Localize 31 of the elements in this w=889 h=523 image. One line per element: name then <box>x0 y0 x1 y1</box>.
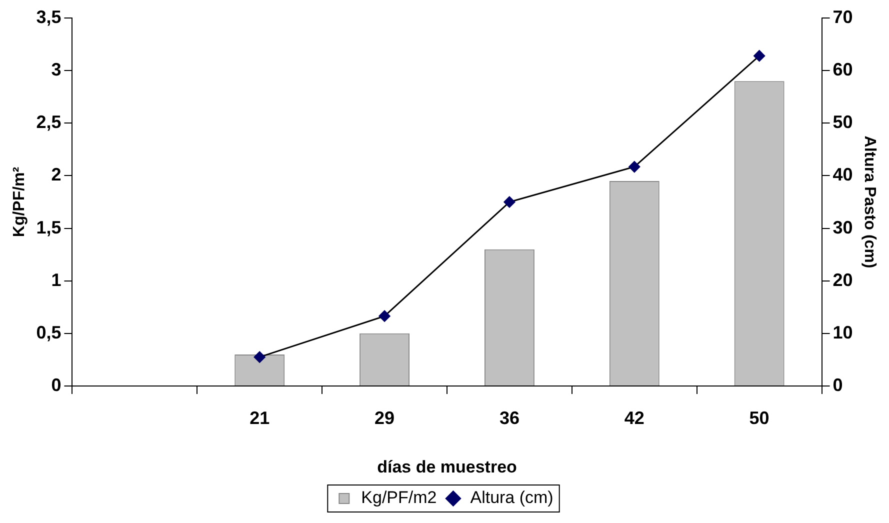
point <box>754 50 766 62</box>
x-tick-label: 42 <box>624 408 644 428</box>
y2-tick-label: 60 <box>832 60 853 80</box>
y-tick-label: 3 <box>51 60 62 80</box>
y-tick-label: 1 <box>51 270 62 290</box>
x-tick-label: 50 <box>749 408 770 428</box>
point <box>254 351 266 363</box>
y2-tick-label: 40 <box>832 164 853 185</box>
point <box>628 161 640 173</box>
y-tick-label: 2 <box>51 164 62 185</box>
y2-tick-label: 30 <box>832 217 853 238</box>
y2-tick-label: 10 <box>832 322 853 342</box>
y-tick-label: 0 <box>51 374 62 395</box>
x-axis-title: días de muestreo <box>377 457 517 476</box>
y-axis-title: Kg/PF/m² <box>11 166 28 238</box>
y2-tick-label: 70 <box>832 6 853 27</box>
y2-tick-label: 50 <box>832 112 853 132</box>
y2-tick-label: 20 <box>832 270 853 290</box>
point <box>504 196 516 208</box>
y-tick-label: 3,5 <box>36 6 62 27</box>
y2-axis-title: Altura Pasto (cm) <box>860 136 878 268</box>
point <box>378 310 390 322</box>
y-tick-label: 1,5 <box>36 217 62 238</box>
legend-label: Altura (cm) <box>470 488 554 508</box>
x-tick-label: 21 <box>250 408 270 428</box>
x-tick-label: 29 <box>374 408 395 428</box>
y2-tick-label: 0 <box>832 374 843 395</box>
x-tick-label: 36 <box>499 408 520 428</box>
y-tick-label: 0,5 <box>36 322 62 342</box>
legend-label: Kg/PF/m2 <box>361 488 437 508</box>
y-tick-label: 2,5 <box>36 112 62 132</box>
